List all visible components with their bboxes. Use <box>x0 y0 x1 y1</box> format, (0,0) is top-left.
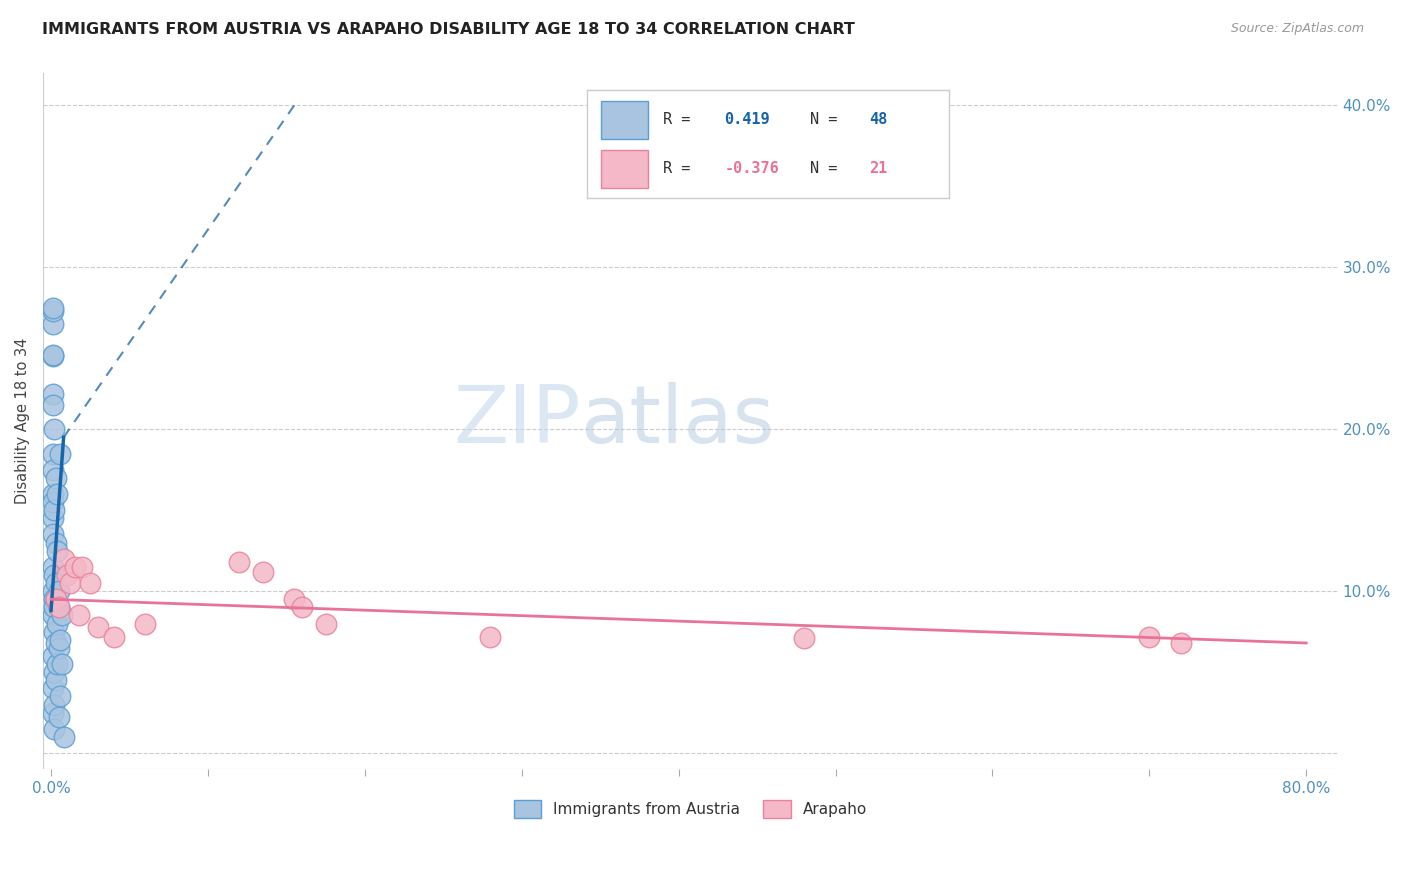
Point <box>42 527 65 541</box>
Point <box>55 568 77 582</box>
Text: atlas: atlas <box>581 382 775 460</box>
Point <box>48 600 70 615</box>
Point <box>44 698 66 712</box>
Point <box>46 616 69 631</box>
Point <box>315 616 337 631</box>
Point <box>42 495 65 509</box>
Point <box>45 592 67 607</box>
Point <box>41 317 63 331</box>
Point <box>44 503 66 517</box>
Point <box>1170 636 1192 650</box>
Point <box>228 555 250 569</box>
Point <box>49 690 72 704</box>
Point <box>63 560 86 574</box>
Point <box>44 568 66 582</box>
Point <box>45 592 67 607</box>
Point <box>134 616 156 631</box>
Point <box>41 584 63 599</box>
Point <box>45 576 67 591</box>
Point <box>44 422 66 436</box>
Point <box>41 386 63 401</box>
Point <box>67 608 90 623</box>
Point <box>42 304 65 318</box>
Point <box>1137 630 1160 644</box>
Point <box>51 657 73 671</box>
Point <box>45 636 67 650</box>
Point <box>41 608 63 623</box>
Point <box>103 630 125 644</box>
Point <box>41 648 63 663</box>
Point <box>44 722 66 736</box>
Point <box>41 560 63 574</box>
Point <box>46 543 69 558</box>
Point <box>793 631 815 645</box>
Point <box>79 576 101 591</box>
Point <box>45 471 67 485</box>
Point <box>42 301 65 315</box>
Point <box>49 632 72 647</box>
Point <box>283 592 305 607</box>
Point <box>44 665 66 680</box>
Point <box>52 551 75 566</box>
Point <box>42 348 65 362</box>
Point <box>252 565 274 579</box>
Point <box>72 560 94 574</box>
Point <box>48 584 70 599</box>
Point <box>48 710 70 724</box>
Text: Source: ZipAtlas.com: Source: ZipAtlas.com <box>1230 22 1364 36</box>
Point <box>41 487 63 501</box>
Point <box>42 706 65 720</box>
Point <box>49 446 72 460</box>
Text: ZIP: ZIP <box>453 382 581 460</box>
Legend: Immigrants from Austria, Arapaho: Immigrants from Austria, Arapaho <box>508 794 873 824</box>
Point <box>87 620 110 634</box>
Point <box>479 630 502 644</box>
Point <box>41 511 63 525</box>
Point <box>44 600 66 615</box>
Point <box>46 487 69 501</box>
Point <box>48 600 70 615</box>
Y-axis label: Disability Age 18 to 34: Disability Age 18 to 34 <box>15 338 30 504</box>
Point <box>59 576 82 591</box>
Point <box>44 592 66 607</box>
Point <box>41 681 63 696</box>
Point <box>291 600 314 615</box>
Point <box>44 624 66 639</box>
Point <box>41 446 63 460</box>
Point <box>52 730 75 744</box>
Point <box>41 463 63 477</box>
Point <box>41 398 63 412</box>
Point <box>45 673 67 688</box>
Point <box>46 657 69 671</box>
Point <box>45 535 67 549</box>
Point <box>48 640 70 655</box>
Point <box>51 608 73 623</box>
Point <box>41 350 63 364</box>
Text: IMMIGRANTS FROM AUSTRIA VS ARAPAHO DISABILITY AGE 18 TO 34 CORRELATION CHART: IMMIGRANTS FROM AUSTRIA VS ARAPAHO DISAB… <box>42 22 855 37</box>
